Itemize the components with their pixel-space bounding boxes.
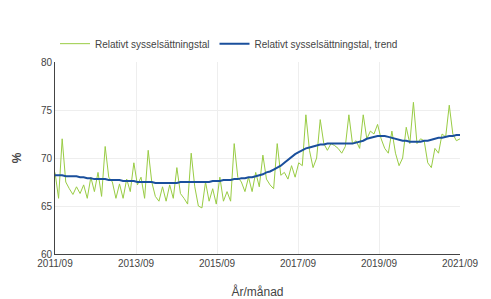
svg-text:2021/09: 2021/09: [442, 258, 479, 269]
svg-text:%: %: [10, 152, 24, 163]
svg-text:65: 65: [41, 201, 53, 212]
svg-text:2011/09: 2011/09: [37, 258, 73, 269]
svg-text:2015/09: 2015/09: [199, 258, 236, 269]
svg-text:Relativt sysselsättningstal: Relativt sysselsättningstal: [95, 39, 210, 50]
svg-text:80: 80: [41, 57, 53, 68]
svg-text:År/månad: År/månad: [231, 284, 283, 299]
svg-text:2013/09: 2013/09: [118, 258, 155, 269]
svg-text:60: 60: [41, 249, 53, 260]
svg-text:75: 75: [41, 105, 53, 116]
svg-text:2019/09: 2019/09: [361, 258, 398, 269]
svg-text:70: 70: [41, 153, 53, 164]
svg-text:2017/09: 2017/09: [280, 258, 317, 269]
svg-text:Relativt sysselsättningstal, t: Relativt sysselsättningstal, trend: [255, 39, 398, 50]
